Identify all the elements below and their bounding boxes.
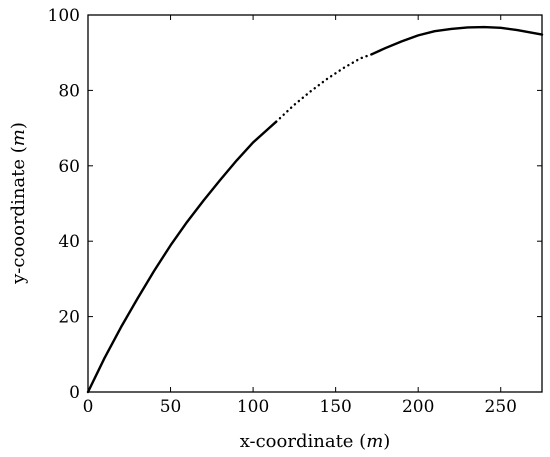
trajectory-solid-segment	[86, 120, 278, 394]
ticks	[87, 14, 542, 393]
x-tick-label: 100	[237, 397, 269, 417]
x-tick-label: 200	[402, 397, 434, 417]
x-axis-label: x-coordinate (m)	[240, 431, 391, 452]
plot-frame	[87, 14, 543, 393]
trajectory-dotted-segment	[275, 53, 374, 123]
y-tick-label: 100	[48, 6, 80, 26]
y-tick-label: 80	[58, 81, 80, 101]
x-tick-label: 0	[83, 397, 94, 417]
trajectory-solid-segment	[370, 25, 544, 56]
y-tick-label: 20	[58, 308, 80, 328]
tick-labels: 0 50 100 150 200 250 0 20 40 60 80 100	[48, 6, 517, 417]
y-tick-label: 60	[58, 157, 80, 177]
x-tick-label: 250	[485, 397, 517, 417]
x-tick-label: 50	[160, 397, 182, 417]
y-tick-label: 0	[69, 383, 80, 403]
y-tick-label: 40	[58, 232, 80, 252]
y-axis-label: y-cooordinate (m)	[8, 122, 29, 285]
series-group	[86, 25, 544, 394]
x-tick-label: 150	[319, 397, 351, 417]
